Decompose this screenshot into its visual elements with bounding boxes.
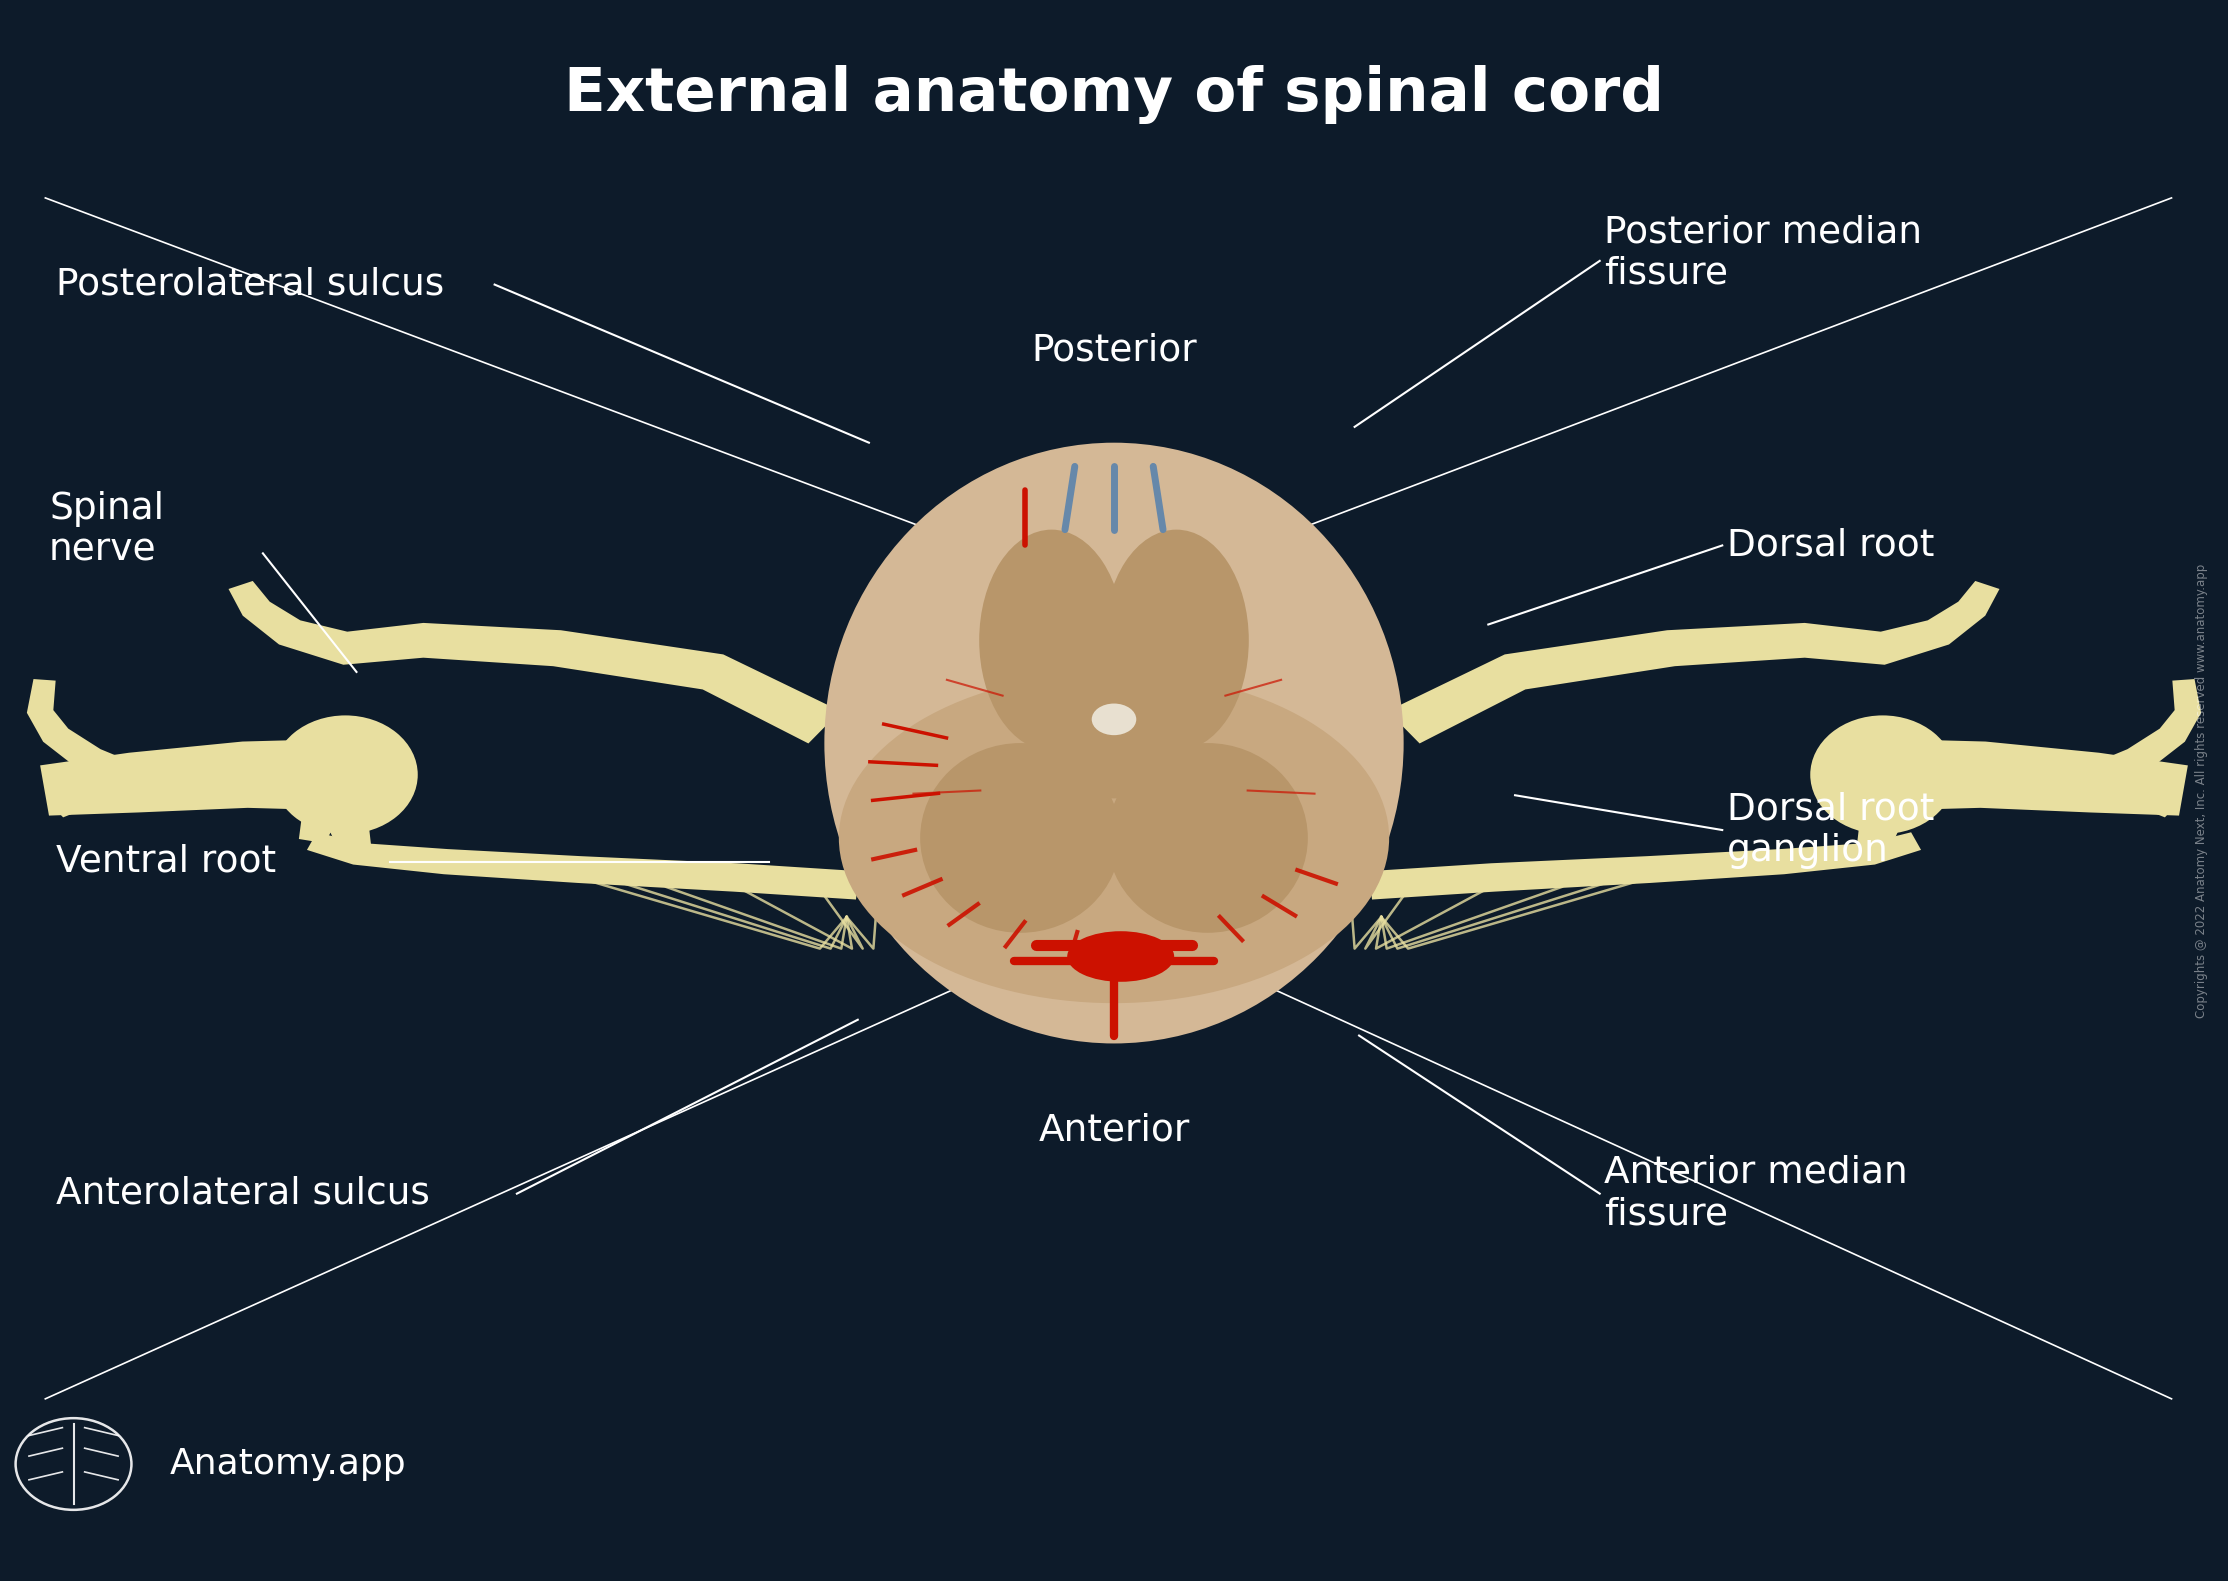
Ellipse shape — [1054, 672, 1176, 798]
Polygon shape — [2092, 764, 2179, 817]
Ellipse shape — [1107, 743, 1308, 933]
Ellipse shape — [272, 715, 419, 835]
Polygon shape — [1388, 580, 1999, 743]
Polygon shape — [299, 770, 361, 843]
Circle shape — [1092, 704, 1136, 735]
Ellipse shape — [1067, 931, 1174, 982]
Polygon shape — [307, 832, 860, 900]
Ellipse shape — [920, 743, 1121, 933]
Ellipse shape — [838, 672, 1390, 1004]
Text: Posterolateral sulcus: Posterolateral sulcus — [56, 267, 443, 302]
Text: Spinal
nerve: Spinal nerve — [49, 490, 165, 569]
Ellipse shape — [1809, 715, 1956, 835]
Text: Ventral root: Ventral root — [56, 844, 276, 879]
Text: External anatomy of spinal cord: External anatomy of spinal cord — [564, 65, 1664, 125]
Text: Anterior median
fissure: Anterior median fissure — [1604, 1154, 1907, 1233]
Text: Anterolateral sulcus: Anterolateral sulcus — [56, 1176, 430, 1211]
Polygon shape — [1856, 772, 1921, 855]
Text: Dorsal root
ganglion: Dorsal root ganglion — [1727, 790, 1934, 870]
Polygon shape — [49, 764, 136, 817]
Ellipse shape — [824, 443, 1404, 1043]
Polygon shape — [1894, 740, 2188, 816]
Polygon shape — [229, 580, 840, 743]
Polygon shape — [2094, 680, 2201, 786]
Text: Posterior median
fissure: Posterior median fissure — [1604, 213, 1923, 292]
Ellipse shape — [980, 530, 1125, 751]
Text: Copyrights @ 2022 Anatomy Next, Inc. All rights reserved www.anatomy.app: Copyrights @ 2022 Anatomy Next, Inc. All… — [2195, 563, 2208, 1018]
Text: Anatomy.app: Anatomy.app — [169, 1447, 405, 1481]
Polygon shape — [27, 680, 134, 786]
Ellipse shape — [1105, 530, 1250, 751]
Text: Dorsal root: Dorsal root — [1727, 528, 1934, 563]
Text: Anterior: Anterior — [1038, 1113, 1190, 1148]
Polygon shape — [1368, 832, 1921, 900]
Polygon shape — [40, 740, 334, 816]
Polygon shape — [1858, 770, 1921, 843]
Polygon shape — [307, 772, 372, 855]
Text: Posterior: Posterior — [1032, 334, 1196, 368]
